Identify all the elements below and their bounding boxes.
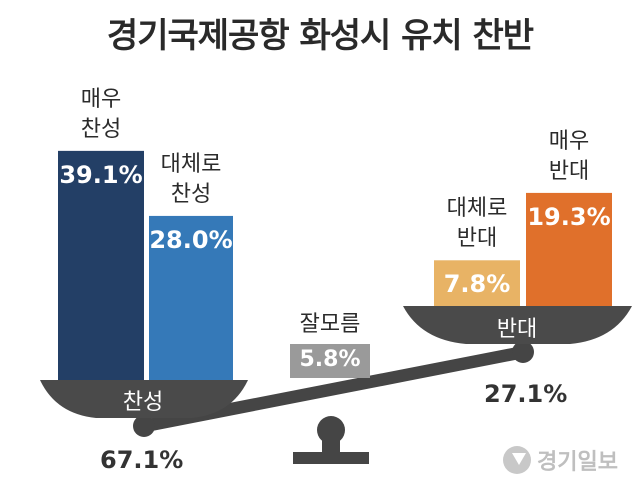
- fulcrum-base: [293, 452, 369, 464]
- category-label-unknown: 잘모름: [299, 312, 361, 337]
- value-label-somewhat-oppose: 7.8%: [443, 270, 511, 299]
- logo-icon: [503, 446, 532, 474]
- watermark-logo: 경기일보: [503, 444, 618, 476]
- beam-right-joint: [512, 341, 534, 363]
- value-label-strongly-oppose: 19.3%: [527, 202, 611, 231]
- group-label-favor: 찬성: [122, 390, 164, 415]
- balance-beam: [142, 346, 525, 432]
- bar-somewhat-oppose: [434, 260, 520, 306]
- bar-strongly-favor: [58, 150, 144, 380]
- bar-somewhat-favor: [149, 215, 233, 380]
- right-pan: [403, 306, 632, 344]
- group-label-oppose: 반대: [496, 317, 538, 342]
- beam-left-joint: [133, 415, 155, 437]
- bar-strongly-oppose: [526, 192, 612, 306]
- watermark-text: 경기일보: [537, 450, 618, 475]
- category-label-strongly-oppose: 매우 반대: [548, 128, 590, 184]
- category-label-somewhat-oppose: 대체로 반대: [446, 196, 508, 252]
- category-label-somewhat-favor: 대체로 찬성: [160, 151, 222, 207]
- fulcrum-post: [322, 432, 340, 452]
- group-total-favor: 67.1%: [100, 446, 184, 474]
- chart-title: 경기국제공항 화성시 유치 찬반: [106, 16, 534, 56]
- value-label-strongly-favor: 39.1%: [59, 160, 143, 189]
- category-label-strongly-favor: 매우 찬성: [80, 86, 122, 142]
- left-pan: [40, 380, 248, 418]
- value-label-somewhat-favor: 28.0%: [149, 225, 233, 254]
- bar-unknown: 5.8%: [290, 344, 370, 378]
- group-total-oppose: 27.1%: [484, 380, 568, 408]
